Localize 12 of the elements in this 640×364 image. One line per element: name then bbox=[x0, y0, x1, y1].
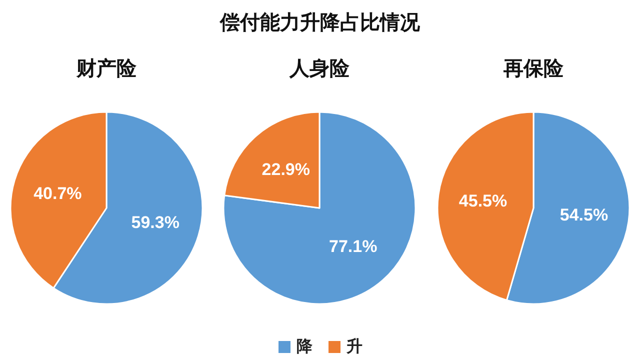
data-label: 77.1% bbox=[329, 236, 378, 256]
text: 偿付能力升降占比情况 bbox=[219, 11, 421, 34]
data-label: 59.3% bbox=[131, 213, 180, 232]
chart-title: 再保险 bbox=[502, 58, 564, 80]
legend-label: 升 bbox=[346, 338, 363, 356]
data-label: 40.7% bbox=[34, 184, 82, 203]
chart-title: 财产险 bbox=[76, 57, 138, 80]
data-label: 22.9% bbox=[262, 160, 310, 180]
data-label: 54.5% bbox=[560, 206, 608, 225]
chart-title: 人身险 bbox=[288, 58, 351, 80]
data-label: 45.5% bbox=[458, 191, 507, 210]
legend-label: 降 bbox=[296, 338, 314, 356]
